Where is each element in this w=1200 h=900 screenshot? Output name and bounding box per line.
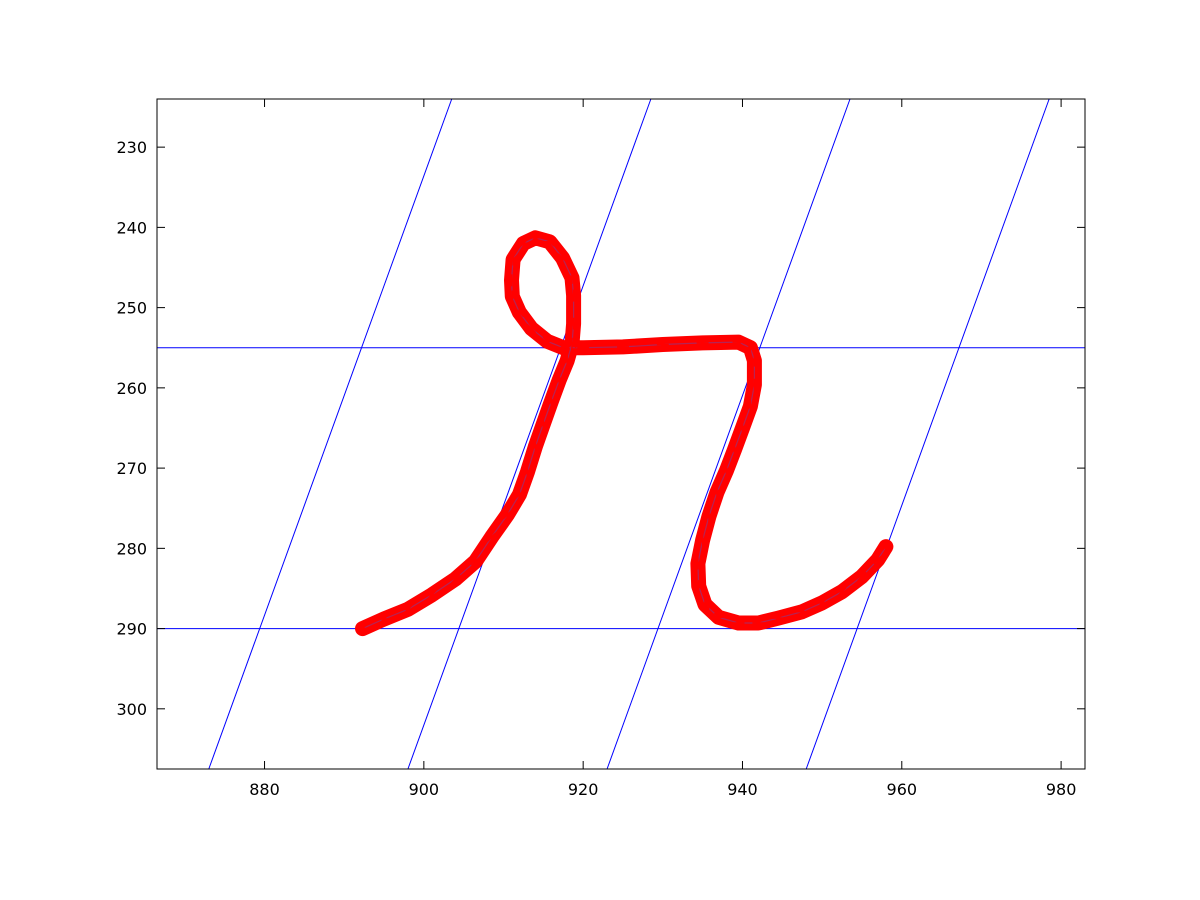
y-tick-label: 280 <box>116 539 147 558</box>
y-tick-label: 300 <box>116 700 147 719</box>
x-tick-label: 920 <box>568 780 599 799</box>
x-tick-label: 900 <box>409 780 440 799</box>
x-tick-label: 940 <box>727 780 758 799</box>
x-tick-label: 980 <box>1046 780 1077 799</box>
y-tick-label: 270 <box>116 459 147 478</box>
y-tick-label: 260 <box>116 379 147 398</box>
y-tick-label: 250 <box>116 299 147 318</box>
x-tick-label: 880 <box>249 780 280 799</box>
x-tick-label: 960 <box>887 780 918 799</box>
y-tick-label: 230 <box>116 138 147 157</box>
y-tick-label: 240 <box>116 218 147 237</box>
y-tick-label: 290 <box>116 620 147 639</box>
